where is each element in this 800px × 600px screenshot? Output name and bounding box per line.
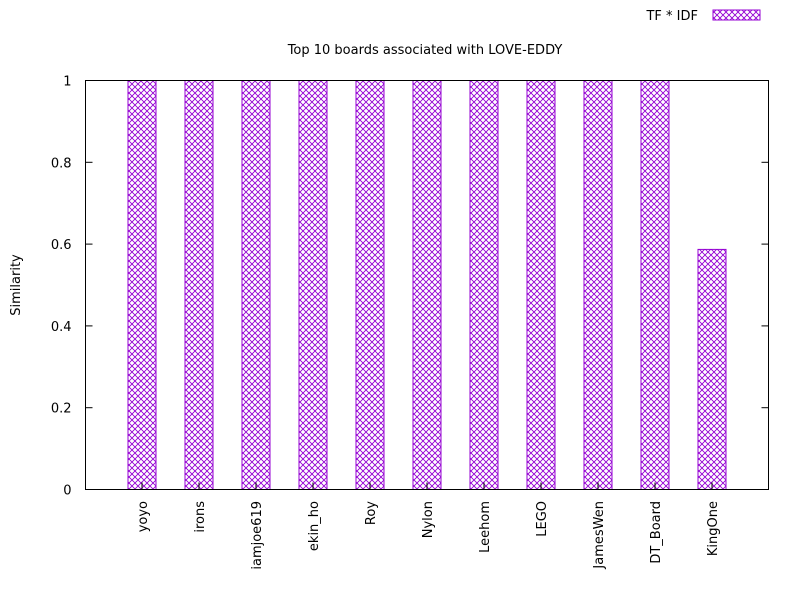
y-axis-label: Similarity: [9, 254, 24, 316]
x-tick-label: DT_Board: [649, 501, 664, 564]
x-tick-label: ekin_ho: [307, 501, 322, 551]
y-tick-label: 0.6: [51, 238, 72, 253]
x-tick-label: Leehom: [478, 501, 493, 553]
bars-group: [127, 80, 727, 490]
x-tick-label: irons: [193, 501, 208, 533]
bar-roy: [355, 80, 385, 490]
bar-nylon: [412, 80, 442, 490]
y-tick-label: 0: [63, 484, 71, 499]
x-tick-label: Roy: [364, 501, 379, 525]
bar-leehom: [469, 80, 499, 490]
legend: TF * IDF: [645, 9, 761, 24]
x-tick-label: KingOne: [706, 501, 721, 556]
bar-jameswen: [583, 80, 613, 490]
bar-kingone: [697, 248, 727, 490]
y-tick-label: 0.4: [51, 320, 72, 335]
x-tick-label: JamesWen: [592, 501, 607, 570]
y-tick-label: 1: [63, 75, 71, 90]
bar-iamjoe619: [241, 80, 271, 490]
y-tick-label: 0.2: [51, 402, 72, 417]
legend-swatch: [712, 9, 761, 21]
legend-label: TF * IDF: [645, 9, 698, 24]
bar-lego: [526, 80, 556, 490]
y-tick-label: 0.8: [51, 156, 72, 171]
x-tick-label: Nylon: [421, 501, 436, 538]
plot-frame: [85, 80, 769, 490]
x-axis-labels: yoyo irons iamjoe619 ekin_ho Roy Nylon Leehom L…: [136, 501, 721, 570]
x-tick-label: iamjoe619: [250, 501, 265, 570]
chart-title: Top 10 boards associated with LOVE-EDDY: [287, 43, 563, 58]
bar-irons: [184, 80, 214, 490]
bar-ekin-ho: [298, 80, 328, 490]
x-tick-label: yoyo: [136, 501, 151, 532]
x-tick-label: LEGO: [535, 501, 550, 537]
bar-yoyo: [127, 80, 157, 490]
bar-dt-board: [640, 80, 670, 490]
